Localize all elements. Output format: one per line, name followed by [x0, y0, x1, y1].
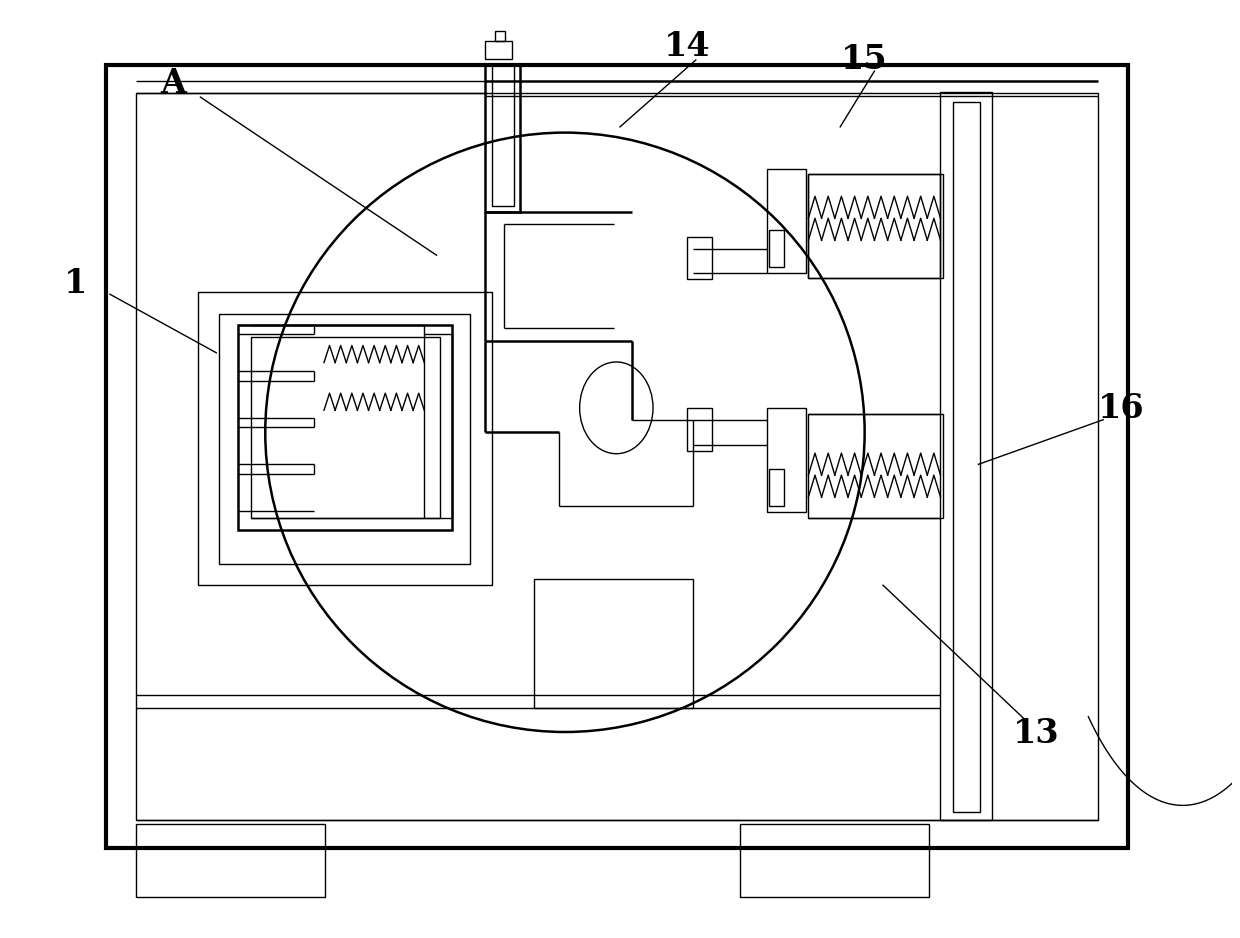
- Bar: [740, 824, 930, 897]
- Text: 14: 14: [663, 29, 711, 63]
- Bar: [107, 66, 1127, 848]
- Bar: [808, 414, 942, 518]
- Bar: [250, 337, 440, 518]
- Text: A: A: [160, 67, 186, 99]
- Bar: [766, 169, 806, 273]
- Bar: [534, 579, 693, 707]
- Bar: [769, 231, 784, 267]
- Bar: [198, 292, 491, 585]
- Bar: [135, 824, 325, 897]
- Bar: [687, 236, 712, 280]
- Bar: [952, 102, 980, 811]
- Bar: [238, 325, 453, 530]
- Bar: [218, 313, 470, 565]
- Bar: [485, 66, 520, 212]
- Bar: [769, 469, 784, 506]
- Bar: [135, 94, 1099, 820]
- Text: 15: 15: [841, 43, 888, 76]
- Text: 1: 1: [64, 266, 87, 299]
- Bar: [940, 92, 992, 820]
- Bar: [687, 408, 712, 450]
- Text: 13: 13: [1013, 718, 1059, 750]
- Bar: [495, 31, 505, 41]
- Bar: [485, 41, 512, 59]
- Text: 16: 16: [1099, 392, 1145, 425]
- Bar: [766, 408, 806, 512]
- Bar: [491, 66, 513, 206]
- Bar: [808, 174, 942, 279]
